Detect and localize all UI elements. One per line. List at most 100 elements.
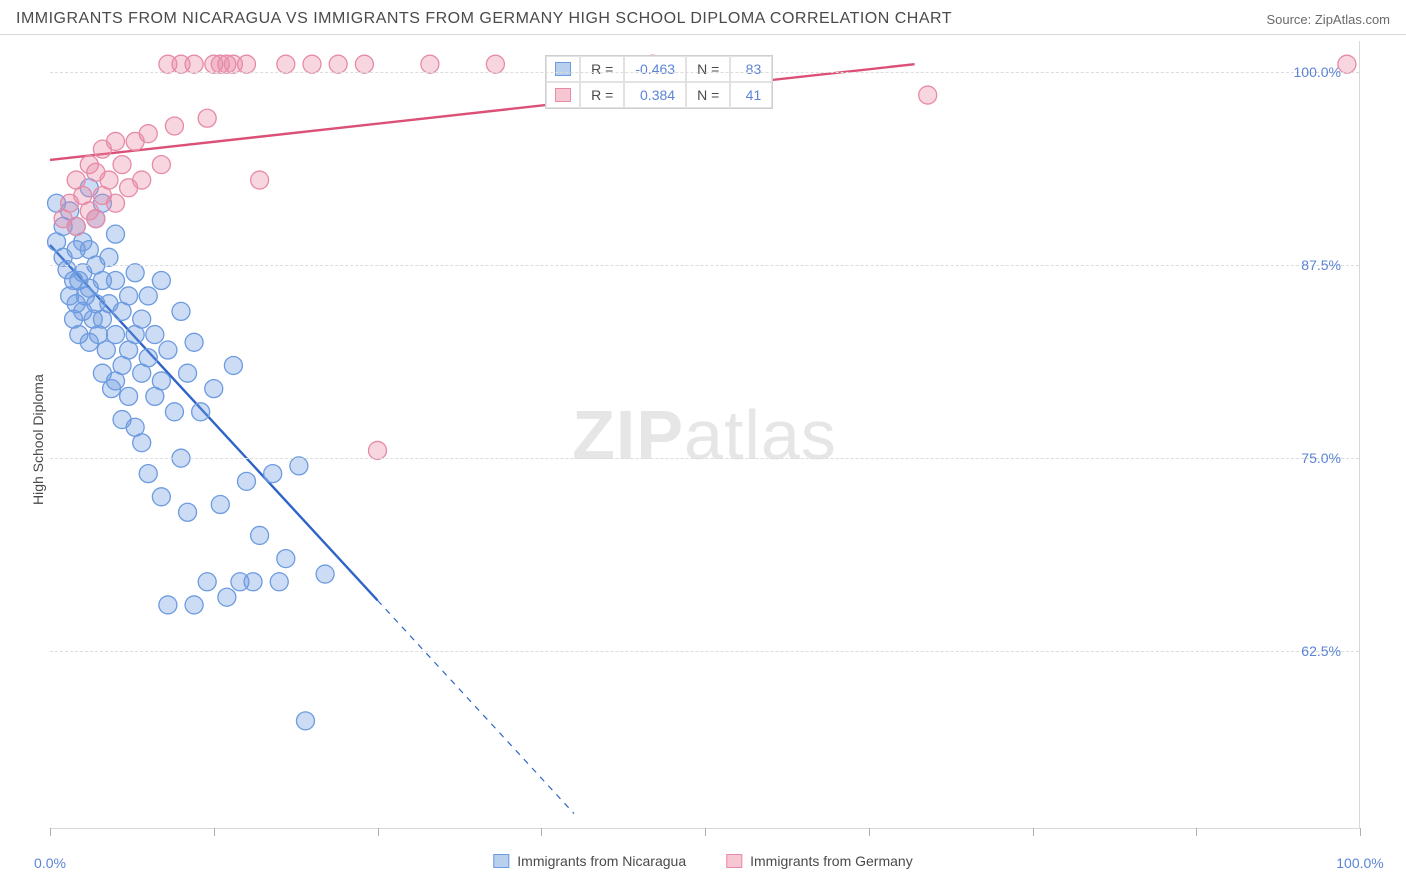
- chart-container: ZIPatlas R =-0.463N =83R =0.384N =41 62.…: [0, 35, 1406, 883]
- scatter-point-nicaragua: [244, 573, 262, 591]
- x-tick-mark: [1033, 828, 1034, 836]
- scatter-point-nicaragua: [185, 596, 203, 614]
- scatter-point-nicaragua: [159, 341, 177, 359]
- y-axis-label: High School Diploma: [30, 374, 46, 505]
- scatter-point-nicaragua: [198, 573, 216, 591]
- scatter-point-nicaragua: [107, 271, 125, 289]
- stats-r-value: -0.463: [624, 56, 686, 82]
- x-tick-mark: [50, 828, 51, 836]
- scatter-point-nicaragua: [185, 333, 203, 351]
- trend-line-germany: [50, 64, 915, 160]
- scatter-point-nicaragua: [139, 287, 157, 305]
- scatter-point-germany: [277, 55, 295, 73]
- scatter-point-nicaragua: [107, 225, 125, 243]
- gridline-h: [50, 72, 1359, 73]
- scatter-point-nicaragua: [133, 434, 151, 452]
- x-tick-label: 100.0%: [1336, 855, 1383, 871]
- y-tick-label: 87.5%: [1301, 257, 1341, 273]
- plot-svg: [50, 41, 1360, 829]
- gridline-h: [50, 651, 1359, 652]
- scatter-point-germany: [198, 109, 216, 127]
- scatter-point-germany: [87, 210, 105, 228]
- scatter-point-germany: [113, 156, 131, 174]
- scatter-point-nicaragua: [224, 356, 242, 374]
- scatter-point-nicaragua: [159, 596, 177, 614]
- x-tick-mark: [214, 828, 215, 836]
- scatter-point-nicaragua: [290, 457, 308, 475]
- scatter-point-nicaragua: [179, 364, 197, 382]
- y-tick-label: 100.0%: [1294, 64, 1341, 80]
- scatter-point-germany: [421, 55, 439, 73]
- legend-item: Immigrants from Germany: [726, 853, 913, 869]
- scatter-point-nicaragua: [211, 496, 229, 514]
- scatter-point-germany: [165, 117, 183, 135]
- scatter-point-nicaragua: [139, 349, 157, 367]
- legend-label: Immigrants from Nicaragua: [517, 853, 686, 869]
- stats-r-label: R =: [580, 82, 624, 108]
- stats-r-value: 0.384: [624, 82, 686, 108]
- title-bar: IMMIGRANTS FROM NICARAGUA VS IMMIGRANTS …: [0, 0, 1406, 35]
- stats-n-label: N =: [686, 82, 730, 108]
- stats-r-label: R =: [580, 56, 624, 82]
- scatter-point-germany: [238, 55, 256, 73]
- scatter-point-nicaragua: [316, 565, 334, 583]
- scatter-point-nicaragua: [277, 550, 295, 568]
- scatter-point-germany: [107, 132, 125, 150]
- scatter-point-nicaragua: [192, 403, 210, 421]
- y-tick-label: 75.0%: [1301, 450, 1341, 466]
- legend-item: Immigrants from Nicaragua: [493, 853, 686, 869]
- x-tick-mark: [1360, 828, 1361, 836]
- y-tick-label: 62.5%: [1301, 643, 1341, 659]
- gridline-h: [50, 458, 1359, 459]
- scatter-point-nicaragua: [165, 403, 183, 421]
- scatter-point-nicaragua: [120, 287, 138, 305]
- legend-x: Immigrants from Nicaragua Immigrants from…: [493, 853, 912, 869]
- plot-area: ZIPatlas R =-0.463N =83R =0.384N =41 62.…: [50, 41, 1360, 829]
- scatter-point-germany: [152, 156, 170, 174]
- scatter-point-germany: [303, 55, 321, 73]
- scatter-point-nicaragua: [133, 310, 151, 328]
- scatter-point-germany: [355, 55, 373, 73]
- gridline-h: [50, 265, 1359, 266]
- scatter-point-nicaragua: [146, 326, 164, 344]
- scatter-point-germany: [107, 194, 125, 212]
- scatter-point-nicaragua: [120, 387, 138, 405]
- stats-n-value: 41: [730, 82, 772, 108]
- stats-n-label: N =: [686, 56, 730, 82]
- scatter-point-nicaragua: [179, 503, 197, 521]
- scatter-point-nicaragua: [205, 380, 223, 398]
- scatter-point-nicaragua: [296, 712, 314, 730]
- scatter-point-germany: [919, 86, 937, 104]
- scatter-point-nicaragua: [152, 488, 170, 506]
- stats-row: R =0.384N =41: [546, 82, 772, 108]
- scatter-point-nicaragua: [139, 465, 157, 483]
- x-tick-mark: [378, 828, 379, 836]
- scatter-point-germany: [133, 171, 151, 189]
- stats-swatch: [546, 82, 580, 108]
- scatter-point-germany: [185, 55, 203, 73]
- stats-n-value: 83: [730, 56, 772, 82]
- scatter-point-nicaragua: [152, 372, 170, 390]
- scatter-point-germany: [67, 217, 85, 235]
- chart-title: IMMIGRANTS FROM NICARAGUA VS IMMIGRANTS …: [16, 10, 952, 28]
- x-tick-mark: [705, 828, 706, 836]
- source-label: Source: ZipAtlas.com: [1266, 12, 1390, 27]
- scatter-point-nicaragua: [238, 472, 256, 490]
- x-tick-mark: [1196, 828, 1197, 836]
- stats-box: R =-0.463N =83R =0.384N =41: [545, 55, 773, 109]
- legend-swatch: [493, 854, 509, 868]
- scatter-point-germany: [369, 441, 387, 459]
- stats-swatch: [546, 56, 580, 82]
- scatter-point-nicaragua: [251, 526, 269, 544]
- scatter-point-nicaragua: [218, 588, 236, 606]
- trend-line-dash-nicaragua: [378, 600, 575, 813]
- scatter-point-nicaragua: [270, 573, 288, 591]
- scatter-point-germany: [486, 55, 504, 73]
- legend-label: Immigrants from Germany: [750, 853, 913, 869]
- scatter-point-germany: [100, 171, 118, 189]
- scatter-point-nicaragua: [152, 271, 170, 289]
- scatter-point-germany: [251, 171, 269, 189]
- legend-swatch: [726, 854, 742, 868]
- scatter-point-nicaragua: [100, 248, 118, 266]
- scatter-point-nicaragua: [172, 302, 190, 320]
